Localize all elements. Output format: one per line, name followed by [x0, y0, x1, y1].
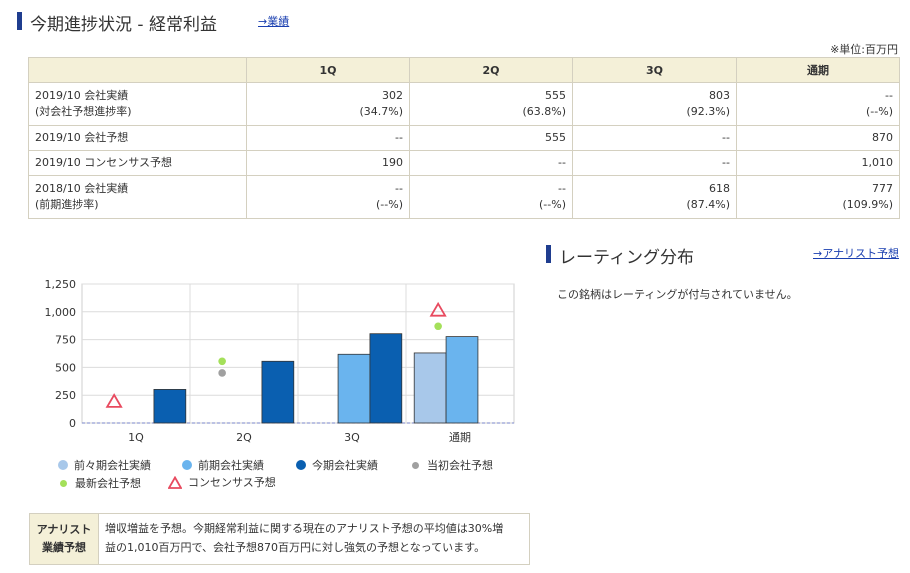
- y-tick-label: 0: [69, 417, 76, 430]
- legend-item-consensus: コンセンサス予想: [168, 474, 276, 490]
- table-header-row: 1Q 2Q 3Q 通期: [28, 57, 900, 83]
- legend-item-latest: 最新会社予想: [58, 475, 141, 491]
- legend-label: コンセンサス予想: [188, 476, 276, 489]
- y-tick-label: 750: [55, 334, 76, 347]
- legend-swatch: [296, 460, 306, 470]
- analyst-forecast-box: アナリスト 業績予想 増収増益を予想。今期経常利益に関する現在のアナリスト予想の平…: [29, 513, 530, 565]
- row-label-line: 2019/10 会社実績: [35, 89, 129, 102]
- analyst-text-line: 増収増益を予想。今期経常利益に関する現在のアナリスト予想の平均値は30%増: [105, 522, 504, 535]
- marker-point: [218, 357, 226, 366]
- unit-label: ※単位:百万円: [830, 43, 898, 56]
- y-tick-label: 500: [55, 361, 76, 374]
- legend-swatch: [60, 479, 67, 487]
- progress-title: 今期進捗状況 - 経常利益: [30, 15, 217, 35]
- table-cell: -- (--%): [409, 175, 573, 219]
- table-cell: 777 (109.9%): [736, 175, 900, 219]
- performance-link[interactable]: →業績: [258, 15, 290, 28]
- x-tick-label: 2Q: [236, 431, 252, 444]
- legend-label: 当初会社予想: [427, 459, 493, 472]
- y-tick-label: 250: [55, 389, 76, 402]
- consensus-marker: [429, 301, 447, 317]
- legend-label: 今期会社実績: [312, 459, 378, 472]
- legend-swatch: [58, 460, 68, 470]
- column-header: 1Q: [246, 57, 410, 83]
- rating-title: レーティング分布: [559, 248, 694, 268]
- table-cell: --: [246, 125, 410, 151]
- legend-label: 前々期会社実績: [74, 459, 151, 472]
- row-label: 2019/10 会社実績 (対会社予想進捗率): [28, 82, 247, 126]
- table-cell: 555 (63.8%): [409, 82, 573, 126]
- column-header: 3Q: [572, 57, 737, 83]
- analyst-text-line: 益の1,010百万円で、会社予想870百万円に対し強気の予想となっています。: [105, 541, 486, 554]
- row-label-line: 2018/10 会社実績: [35, 182, 129, 195]
- y-tick-label: 1,250: [45, 278, 77, 291]
- legend-item-prev: 前期会社実績: [182, 457, 264, 473]
- legend-swatch: [412, 461, 419, 469]
- triangle-icon: [168, 475, 182, 489]
- column-header: [28, 57, 247, 83]
- table-cell: --: [572, 150, 737, 176]
- consensus-marker: [105, 393, 123, 408]
- legend-item-initial: 当初会社予想: [410, 457, 493, 473]
- legend-label: 前期会社実績: [198, 459, 264, 472]
- row-label-line: (対会社予想進捗率): [35, 105, 132, 118]
- marker-point: [434, 322, 442, 331]
- row-label: 2019/10 会社予想: [28, 125, 247, 151]
- legend-item-prev2: 前々期会社実績: [58, 457, 151, 473]
- legend-item-current: 今期会社実績: [296, 457, 378, 473]
- table-cell: 1,010: [736, 150, 900, 176]
- column-header: 2Q: [409, 57, 573, 83]
- table-cell: --: [572, 125, 737, 151]
- y-tick-label: 1,000: [45, 306, 77, 319]
- section-marker: [17, 12, 22, 30]
- marker-point: [218, 369, 226, 377]
- analyst-forecast-link[interactable]: →アナリスト予想: [813, 247, 899, 260]
- section-marker: [546, 245, 551, 263]
- bar: [153, 389, 187, 424]
- table-row: 2019/10 会社予想 -- 555 -- 870: [28, 125, 900, 151]
- table-cell: --: [409, 150, 573, 176]
- progress-chart: 0 250 500 750 1,000 1,250 1Q 2Q 3Q 通期: [45, 278, 515, 444]
- x-tick-label: 3Q: [344, 431, 360, 444]
- table-cell: 803 (92.3%): [572, 82, 737, 126]
- table-cell: -- (--%): [736, 82, 900, 126]
- legend-swatch: [182, 460, 192, 470]
- table-cell: 302 (34.7%): [246, 82, 410, 126]
- table-row: 2019/10 会社実績 (対会社予想進捗率) 302 (34.7%) 555 (63…: [28, 82, 900, 126]
- x-tick-label: 通期: [449, 431, 471, 444]
- table-cell: -- (--%): [246, 175, 410, 219]
- x-tick-label: 1Q: [128, 431, 144, 444]
- analyst-text: 増収増益を予想。今期経常利益に関する現在のアナリスト予想の平均値は30%増 益の…: [99, 514, 509, 564]
- table-cell: 618 (87.4%): [572, 175, 737, 219]
- rating-message: この銘柄はレーティングが付与されていません。: [557, 288, 798, 301]
- row-label-line: (前期進捗率): [35, 198, 99, 211]
- analyst-label: アナリスト 業績予想: [30, 514, 99, 564]
- bar: [337, 353, 371, 424]
- table-cell: 870: [736, 125, 900, 151]
- progress-table: 1Q 2Q 3Q 通期 2019/10 会社実績 (対会社予想進捗率) 302 (3…: [28, 57, 900, 219]
- bar: [261, 360, 295, 424]
- row-label: 2018/10 会社実績 (前期進捗率): [28, 175, 247, 219]
- legend-label: 最新会社予想: [75, 477, 141, 490]
- table-cell: 190: [246, 150, 410, 176]
- bar: [413, 352, 447, 424]
- column-header: 通期: [736, 57, 900, 83]
- table-row: 2018/10 会社実績 (前期進捗率) -- (--%) -- (--%) 618(…: [28, 175, 900, 219]
- table-cell: 555: [409, 125, 573, 151]
- bar: [445, 336, 479, 424]
- bar: [369, 333, 403, 424]
- row-label: 2019/10 コンセンサス予想: [28, 150, 247, 176]
- table-row: 2019/10 コンセンサス予想 190 -- -- 1,010: [28, 150, 900, 176]
